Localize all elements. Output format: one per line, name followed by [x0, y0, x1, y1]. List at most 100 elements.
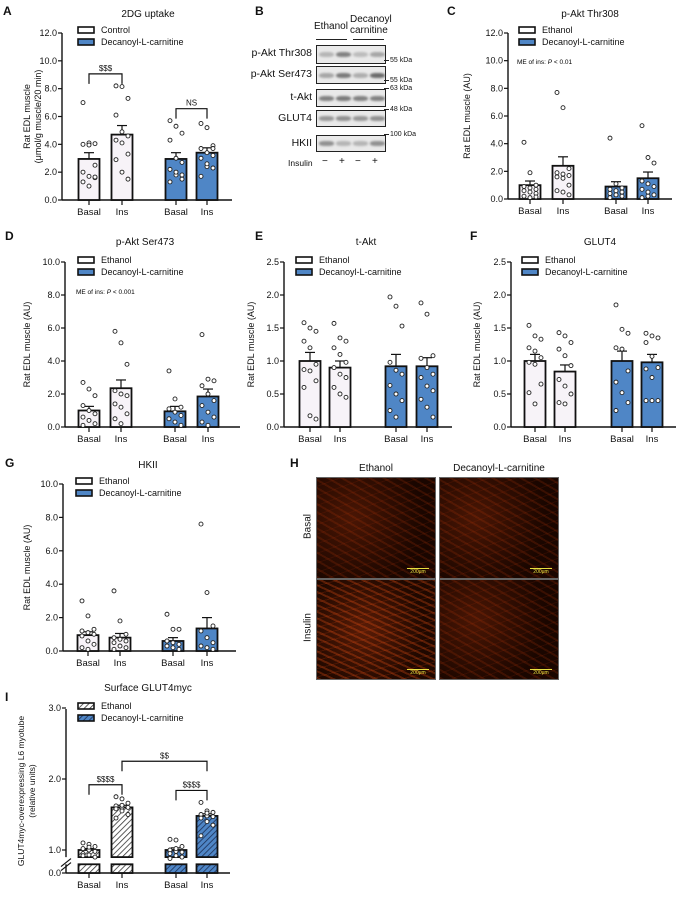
- data-point: [166, 416, 172, 422]
- data-point: [619, 326, 625, 332]
- micrograph-column-ethanol: Ethanol: [359, 463, 393, 474]
- data-point: [119, 129, 125, 135]
- annotation-part: P: [107, 289, 112, 296]
- data-point: [562, 353, 568, 359]
- bar-lower-segment: [77, 863, 101, 874]
- data-point: [79, 628, 85, 634]
- data-point: [167, 166, 173, 172]
- data-point: [387, 382, 393, 388]
- data-point: [210, 165, 216, 171]
- data-point: [527, 189, 533, 195]
- blot-band: [370, 141, 385, 147]
- data-point: [607, 186, 613, 192]
- significance-bracket: [88, 784, 123, 795]
- data-point: [111, 635, 117, 641]
- significance-label: $$$$: [97, 775, 115, 784]
- data-point: [199, 383, 205, 389]
- blot-strip: [316, 89, 386, 107]
- blot-row-label: GLUT4: [278, 112, 312, 124]
- data-point: [210, 646, 216, 652]
- data-point: [313, 328, 319, 334]
- data-point: [80, 169, 86, 175]
- data-point: [301, 384, 307, 390]
- legend-swatch: [75, 477, 93, 485]
- data-point: [198, 643, 204, 649]
- data-point: [560, 171, 566, 177]
- blot-band: [370, 116, 385, 122]
- scale-bar: 200μm: [407, 669, 429, 676]
- data-point: [85, 638, 91, 644]
- x-tick-label: Ins: [421, 434, 434, 445]
- data-point: [119, 796, 125, 802]
- data-point: [204, 590, 210, 595]
- data-point: [204, 635, 210, 641]
- data-point: [430, 371, 436, 377]
- data-point: [166, 368, 172, 374]
- x-tick-label: Ins: [559, 434, 572, 445]
- insulin-state: −: [355, 156, 361, 167]
- annotation-part: ME of ins:: [517, 59, 548, 66]
- data-point: [210, 814, 216, 820]
- panel-letter-c: C: [447, 4, 456, 18]
- data-point: [86, 183, 92, 189]
- data-point: [560, 175, 566, 181]
- data-point: [619, 346, 625, 352]
- blot-strip: [316, 110, 386, 127]
- data-point: [526, 322, 532, 328]
- data-point: [178, 413, 184, 418]
- x-tick-label: Ins: [116, 880, 129, 891]
- y-tick-label: 6.0: [45, 546, 58, 556]
- data-point: [80, 422, 86, 428]
- x-tick-label: Basal: [518, 206, 542, 217]
- blot-band: [336, 95, 351, 101]
- y-tick-label: 0.0: [48, 868, 61, 878]
- y-tick-label: 6.0: [490, 111, 503, 121]
- data-point: [179, 159, 185, 165]
- y-tick-label: 1.0: [48, 845, 61, 855]
- data-point: [85, 613, 91, 619]
- data-point: [170, 645, 176, 651]
- data-point: [91, 641, 97, 647]
- data-point: [111, 640, 117, 646]
- data-point: [532, 348, 538, 354]
- x-tick-label: Basal: [77, 207, 101, 218]
- significance-bracket: [175, 108, 208, 119]
- significance-bracket: [88, 73, 123, 84]
- y-tick-label: 2.0: [47, 389, 60, 399]
- kda-marker: 55 kDa: [384, 77, 412, 84]
- data-point: [80, 853, 86, 859]
- data-point: [418, 355, 424, 361]
- kda-marker: 55 kDa: [384, 57, 412, 64]
- y-tick-label: 8.0: [44, 84, 57, 94]
- data-point: [521, 184, 527, 190]
- data-point: [533, 186, 539, 192]
- data-point: [198, 155, 204, 161]
- data-point: [560, 189, 566, 195]
- data-point: [179, 176, 185, 182]
- data-point: [211, 414, 217, 420]
- panel-letter-a: A: [3, 4, 12, 18]
- data-point: [625, 400, 631, 406]
- data-point: [176, 626, 182, 632]
- data-point: [86, 386, 92, 392]
- data-point: [613, 181, 619, 187]
- y-tick-label: 4.0: [45, 579, 58, 589]
- x-tick-label: Ins: [116, 207, 129, 218]
- blot-band: [336, 116, 351, 122]
- x-tick-label: Basal: [161, 658, 185, 669]
- data-point: [179, 172, 185, 178]
- data-point: [607, 135, 613, 141]
- data-point: [119, 84, 125, 90]
- data-point: [649, 353, 655, 359]
- blot-band: [336, 72, 351, 78]
- data-point: [568, 363, 574, 369]
- legend-swatch: [521, 256, 539, 264]
- data-point: [119, 169, 125, 175]
- data-point: [639, 123, 645, 129]
- data-point: [167, 179, 173, 185]
- data-point: [125, 800, 131, 806]
- blot-band: [370, 51, 385, 58]
- data-point: [643, 340, 649, 345]
- bar-lower-segment: [110, 863, 134, 874]
- data-point: [337, 391, 343, 397]
